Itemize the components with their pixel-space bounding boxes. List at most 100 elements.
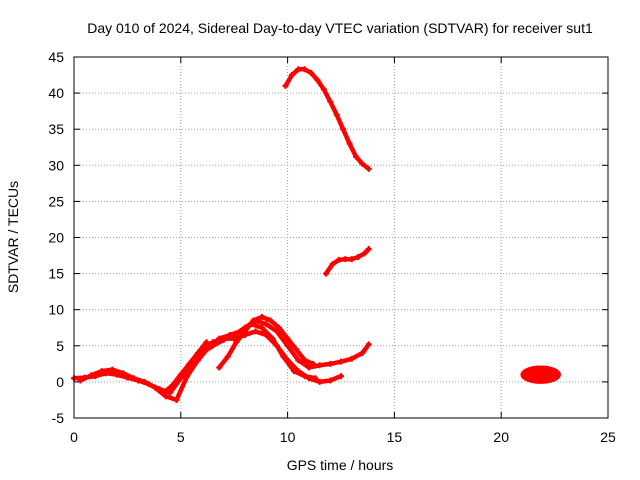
data-point xyxy=(173,396,180,403)
data-point xyxy=(276,324,283,331)
data-point xyxy=(231,335,238,342)
data-point xyxy=(109,366,116,373)
x-tick-labels: 0 5 10 15 20 25 xyxy=(70,429,616,445)
data-point xyxy=(335,256,342,263)
data-point xyxy=(365,341,372,348)
data-point xyxy=(273,328,280,335)
data-point xyxy=(301,357,308,364)
data-point xyxy=(327,98,334,105)
data-point xyxy=(327,360,334,367)
data-point xyxy=(284,357,291,364)
data-point xyxy=(141,378,148,385)
x-tick-label: 20 xyxy=(493,429,509,445)
data-point xyxy=(288,72,295,79)
x-tick-label: 5 xyxy=(177,429,185,445)
data-point xyxy=(77,377,84,384)
cluster-late-cluster xyxy=(520,365,562,384)
x-axis-label: GPS time / hours xyxy=(287,457,394,473)
data-point xyxy=(220,335,227,342)
data-point xyxy=(295,368,302,375)
data-point xyxy=(252,328,259,335)
y-tick-label: -5 xyxy=(52,410,65,426)
y-axis-label: SDTVAR / TECUs xyxy=(5,181,21,293)
data-point xyxy=(258,324,265,331)
data-series xyxy=(71,66,562,403)
y-tick-label: 5 xyxy=(56,338,64,354)
data-point xyxy=(263,321,270,328)
data-point xyxy=(177,371,184,378)
y-tick-label: 15 xyxy=(48,266,64,282)
data-point xyxy=(333,111,340,118)
data-point xyxy=(216,364,223,371)
data-point xyxy=(323,270,330,277)
data-point xyxy=(293,346,300,353)
data-point xyxy=(241,328,248,335)
data-point xyxy=(120,370,127,377)
data-point xyxy=(258,313,265,320)
data-point xyxy=(190,357,197,364)
y-tick-label: 30 xyxy=(48,157,64,173)
data-point xyxy=(199,346,206,353)
data-point xyxy=(320,86,327,93)
data-point xyxy=(184,373,191,380)
x-tick-label: 0 xyxy=(70,429,78,445)
data-point xyxy=(167,389,174,396)
y-tick-label: 35 xyxy=(48,121,64,137)
data-point xyxy=(359,160,366,167)
data-point xyxy=(250,317,257,324)
data-point xyxy=(295,66,302,73)
data-point xyxy=(130,375,137,382)
data-point xyxy=(314,77,321,84)
data-point xyxy=(182,368,189,375)
data-point xyxy=(162,393,169,400)
data-point xyxy=(98,368,105,375)
data-point xyxy=(263,331,270,338)
chart-title: Day 010 of 2024, Sidereal Day-to-day VTE… xyxy=(87,20,593,36)
data-point xyxy=(359,350,366,357)
data-point xyxy=(305,364,312,371)
data-point xyxy=(365,165,372,172)
y-tick-label: 20 xyxy=(48,230,64,246)
data-point xyxy=(169,382,176,389)
data-point xyxy=(361,250,368,257)
data-point xyxy=(308,69,315,76)
data-point xyxy=(209,339,216,346)
data-point xyxy=(284,335,291,342)
data-point xyxy=(338,373,344,380)
data-point xyxy=(88,372,95,379)
x-tick-label: 25 xyxy=(600,429,616,445)
data-point xyxy=(346,140,353,147)
data-point xyxy=(338,358,344,365)
x-tick-label: 15 xyxy=(387,429,403,445)
series-track-5 xyxy=(216,314,316,370)
data-point xyxy=(316,378,323,385)
data-point xyxy=(355,253,362,260)
y-tick-label: 10 xyxy=(48,302,64,318)
y-tick-labels: -5 0 5 10 15 20 25 30 35 40 45 xyxy=(48,49,64,426)
data-point xyxy=(327,377,334,384)
data-point xyxy=(340,126,347,133)
y-tick-label: 0 xyxy=(56,374,64,390)
data-point xyxy=(310,360,317,367)
data-point xyxy=(152,384,159,391)
data-point xyxy=(342,256,349,263)
data-point xyxy=(365,246,372,253)
y-tick-label: 40 xyxy=(48,85,64,101)
data-point xyxy=(160,389,167,396)
data-point xyxy=(352,153,359,160)
data-point xyxy=(284,342,291,349)
data-point xyxy=(348,256,355,263)
y-tick-label: 45 xyxy=(48,49,64,65)
data-point xyxy=(267,317,274,324)
data-point xyxy=(316,362,323,369)
data-point xyxy=(233,339,240,346)
data-point xyxy=(301,66,308,73)
data-point xyxy=(348,355,355,362)
data-point xyxy=(224,353,231,360)
plot-frame xyxy=(73,56,609,419)
data-point xyxy=(295,357,302,364)
data-point xyxy=(305,375,312,382)
data-point xyxy=(273,342,280,349)
y-tick-label: 25 xyxy=(48,193,64,209)
